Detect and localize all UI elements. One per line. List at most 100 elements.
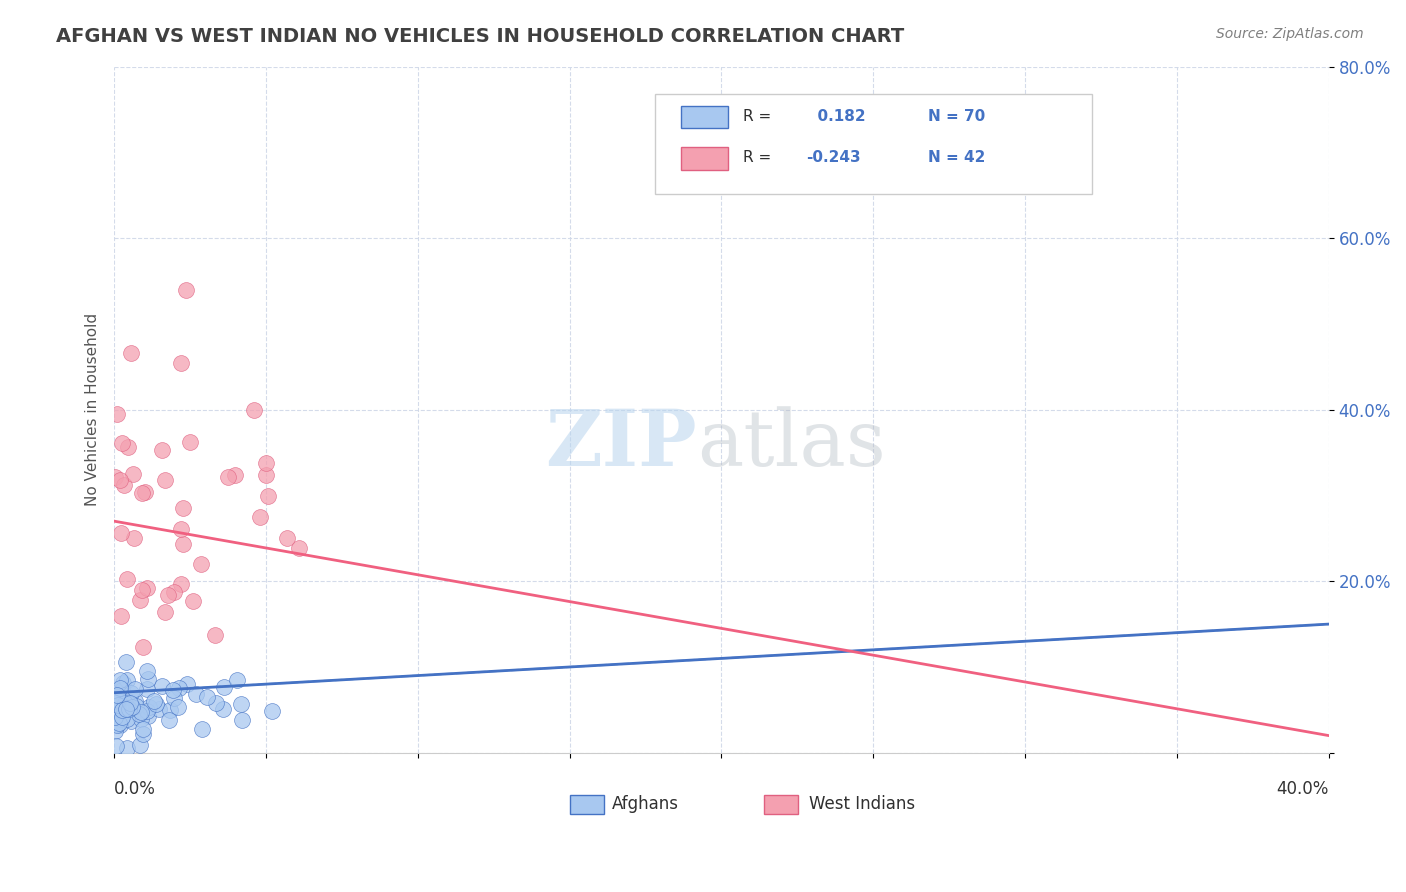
Point [108,681,131,695]
Point [111,700,134,714]
Point [276,531,298,545]
Point [138,700,160,714]
Point [159,703,181,717]
Text: R =: R = [744,109,772,124]
Point [104,710,127,724]
Point [136,664,159,678]
Point [111,676,134,690]
Point [254,456,277,470]
Bar [763,796,799,814]
Text: atlas: atlas [697,406,886,482]
FancyBboxPatch shape [655,94,1092,194]
Point [111,704,134,718]
Point [169,681,191,695]
Point [226,673,249,688]
Point [120,696,142,710]
Point [163,690,186,705]
Point [204,628,226,642]
Point [135,581,157,595]
Point [129,738,152,752]
Point [217,469,239,483]
Point [124,682,146,697]
Point [172,501,194,516]
Text: West Indians: West Indians [808,795,915,814]
Point [108,715,131,730]
Y-axis label: No Vehicles in Household: No Vehicles in Household [86,313,100,507]
Point [115,741,138,756]
Point [145,697,167,711]
Point [104,723,127,738]
Point [107,698,129,712]
Point [117,702,139,716]
Point [190,722,212,736]
Point [110,718,132,732]
Point [104,470,127,484]
Point [121,700,143,714]
Point [104,696,127,710]
Point [262,705,284,719]
Point [150,442,173,457]
Point [142,694,165,708]
Point [172,537,194,551]
Text: N = 70: N = 70 [928,109,986,124]
Text: ZIP: ZIP [546,406,697,482]
Point [117,712,139,726]
Point [110,708,132,723]
Point [105,688,128,702]
Point [105,718,128,732]
Point [128,706,150,721]
Point [170,577,193,591]
Text: AFGHAN VS WEST INDIAN NO VEHICLES IN HOUSEHOLD CORRELATION CHART: AFGHAN VS WEST INDIAN NO VEHICLES IN HOU… [56,27,904,45]
Point [104,739,127,753]
Text: Afghans: Afghans [612,795,679,814]
Text: 0.0%: 0.0% [114,780,156,798]
Point [108,673,131,687]
Point [108,474,131,488]
Point [112,478,135,492]
Point [110,525,132,540]
Point [205,696,228,710]
Point [131,722,153,736]
Point [115,702,138,716]
Point [114,655,136,669]
Point [170,522,193,536]
Point [179,434,201,449]
Point [110,704,132,718]
Point [136,708,159,723]
Point [162,682,184,697]
Point [117,695,139,709]
Point [231,713,253,727]
Point [157,713,180,727]
Text: 40.0%: 40.0% [1277,780,1329,798]
Point [176,677,198,691]
Point [117,701,139,715]
Point [249,509,271,524]
Point [114,696,136,710]
Text: R =: R = [744,151,772,165]
Point [136,672,159,686]
Point [129,705,152,719]
Point [122,532,145,546]
Point [211,701,233,715]
Point [212,681,235,695]
Point [120,714,142,728]
Point [117,440,139,454]
Point [125,699,148,714]
Point [170,356,193,370]
Point [155,473,177,487]
Point [243,402,266,417]
Text: -0.243: -0.243 [807,151,860,165]
Point [287,541,309,555]
Point [190,558,212,572]
Point [163,585,186,599]
Text: N = 42: N = 42 [928,151,986,165]
Point [107,693,129,707]
Bar [569,796,603,814]
Bar [682,106,727,128]
Point [257,489,280,503]
Point [132,727,155,741]
Point [111,436,134,450]
Point [254,467,277,482]
Point [224,468,246,483]
Point [153,605,176,619]
